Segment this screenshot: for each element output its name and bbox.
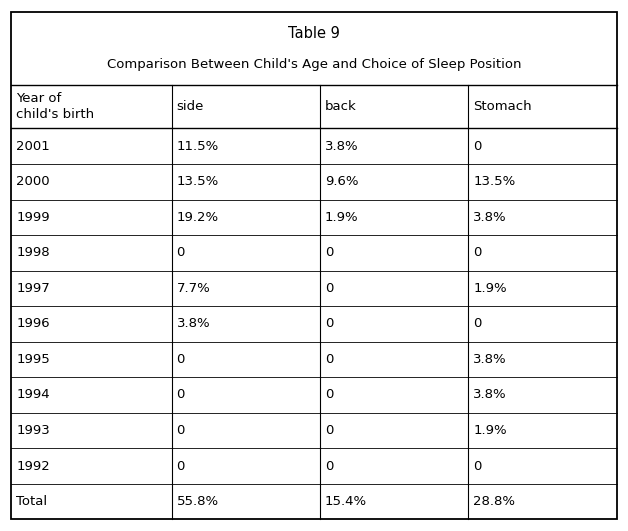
Text: 1995: 1995 (16, 353, 50, 366)
Text: 0: 0 (176, 389, 185, 401)
Text: 9.6%: 9.6% (325, 175, 359, 189)
Text: Total: Total (16, 495, 47, 508)
Text: 0: 0 (176, 246, 185, 259)
Text: Stomach: Stomach (474, 100, 532, 113)
Text: back: back (325, 100, 357, 113)
Text: 11.5%: 11.5% (176, 140, 219, 153)
Text: 2001: 2001 (16, 140, 50, 153)
Text: 0: 0 (325, 246, 333, 259)
Text: 3.8%: 3.8% (474, 389, 507, 401)
Text: Year of
child's birth: Year of child's birth (16, 92, 94, 122)
Text: 0: 0 (474, 459, 482, 473)
Text: 3.8%: 3.8% (474, 211, 507, 224)
Text: 1997: 1997 (16, 282, 50, 295)
Text: 0: 0 (325, 282, 333, 295)
Text: 0: 0 (325, 459, 333, 473)
Text: 3.8%: 3.8% (474, 353, 507, 366)
Text: 0: 0 (325, 389, 333, 401)
Text: 13.5%: 13.5% (176, 175, 219, 189)
Text: 0: 0 (474, 318, 482, 330)
Text: 0: 0 (176, 353, 185, 366)
Text: 1999: 1999 (16, 211, 50, 224)
Text: 1994: 1994 (16, 389, 50, 401)
Text: 0: 0 (474, 246, 482, 259)
Text: 0: 0 (176, 459, 185, 473)
Text: Table 9: Table 9 (288, 26, 340, 41)
Text: 1.9%: 1.9% (474, 282, 507, 295)
Text: side: side (176, 100, 204, 113)
Text: Comparison Between Child's Age and Choice of Sleep Position: Comparison Between Child's Age and Choic… (107, 58, 521, 71)
Text: 0: 0 (325, 318, 333, 330)
Text: 1996: 1996 (16, 318, 50, 330)
Text: 1.9%: 1.9% (325, 211, 359, 224)
Text: 0: 0 (325, 353, 333, 366)
Text: 1.9%: 1.9% (474, 424, 507, 437)
Text: 55.8%: 55.8% (176, 495, 219, 508)
Text: 7.7%: 7.7% (176, 282, 210, 295)
Text: 0: 0 (176, 424, 185, 437)
Text: 13.5%: 13.5% (474, 175, 516, 189)
Text: 1992: 1992 (16, 459, 50, 473)
Text: 19.2%: 19.2% (176, 211, 219, 224)
Text: 1993: 1993 (16, 424, 50, 437)
Text: 15.4%: 15.4% (325, 495, 367, 508)
Text: 0: 0 (325, 424, 333, 437)
Text: 3.8%: 3.8% (325, 140, 359, 153)
Text: 28.8%: 28.8% (474, 495, 515, 508)
Text: 1998: 1998 (16, 246, 50, 259)
Text: 0: 0 (474, 140, 482, 153)
Text: 3.8%: 3.8% (176, 318, 210, 330)
Text: 2000: 2000 (16, 175, 50, 189)
